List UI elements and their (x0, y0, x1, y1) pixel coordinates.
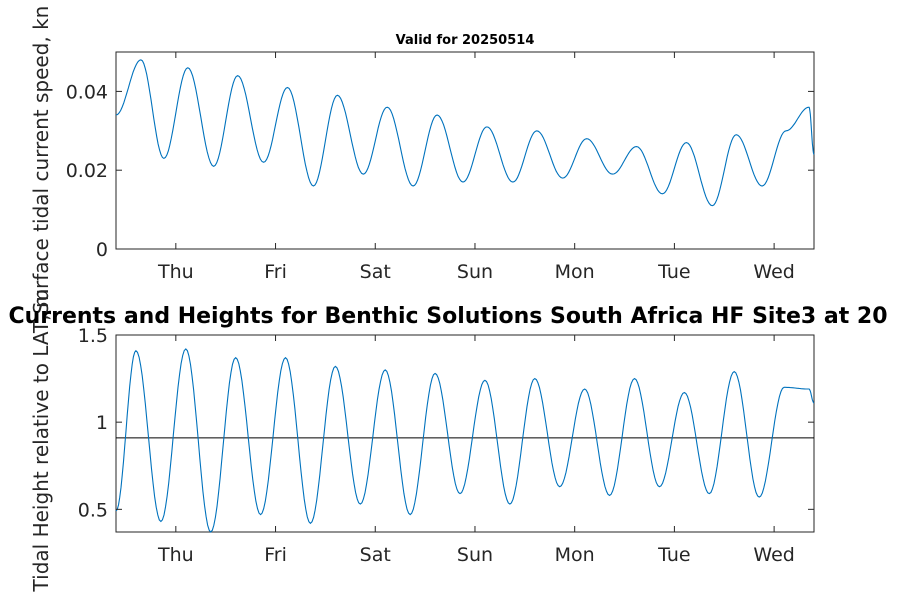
x-tick-label: Tue (657, 261, 690, 283)
x-tick-label: Thu (157, 544, 194, 566)
y-tick-label: 0.04 (66, 81, 108, 103)
x-tick-label: Sat (360, 544, 391, 566)
x-tick-label: Tue (657, 544, 690, 566)
x-tick-label: Sun (457, 544, 493, 566)
x-tick-label: Mon (555, 544, 595, 566)
bottom-axes: 0.5 1 1.5 Thu Fri Sat Sun Mon Tue Wed Currents a… (8, 289, 887, 593)
top-x-ticks: Thu Fri Sat Sun Mon Tue Wed (157, 52, 795, 283)
y-tick-label: 1.5 (78, 325, 108, 347)
bottom-y-ticks: 0.5 1 1.5 (78, 325, 814, 521)
x-tick-label: Wed (753, 544, 794, 566)
bottom-x-ticks: Thu Fri Sat Sun Mon Tue Wed (157, 335, 795, 566)
x-tick-label: Fri (264, 261, 287, 283)
top-chart-title: Valid for 20250514 (396, 33, 535, 48)
x-tick-label: Thu (157, 261, 194, 283)
y-tick-label: 0.02 (66, 160, 108, 182)
top-axes: 0 0.02 0.04 Thu Fri Sat Sun Mon Tue Wed Valid fo… (29, 6, 815, 315)
series-line (115, 348, 815, 533)
bottom-chart-title: Currents and Heights for Benthic Solutio… (8, 304, 887, 329)
bottom-plot-area (115, 348, 815, 533)
top-y-ticks: 0 0.02 0.04 (66, 81, 814, 261)
y-tick-label: 1 (96, 412, 108, 434)
x-tick-label: Fri (264, 544, 287, 566)
y-tick-label: 0 (96, 239, 108, 261)
series-line (115, 59, 815, 207)
y-tick-label: 0.5 (78, 499, 108, 521)
top-plot-area (115, 59, 815, 207)
bottom-y-axis-label: Tidal Height relative to LAT, m (29, 289, 53, 593)
x-tick-label: Wed (753, 261, 794, 283)
x-tick-label: Mon (555, 261, 595, 283)
top-y-axis-label: Surface tidal current speed, kn (29, 6, 53, 315)
bottom-axes-box (115, 334, 815, 533)
x-tick-label: Sun (457, 261, 493, 283)
x-tick-label: Sat (360, 261, 391, 283)
